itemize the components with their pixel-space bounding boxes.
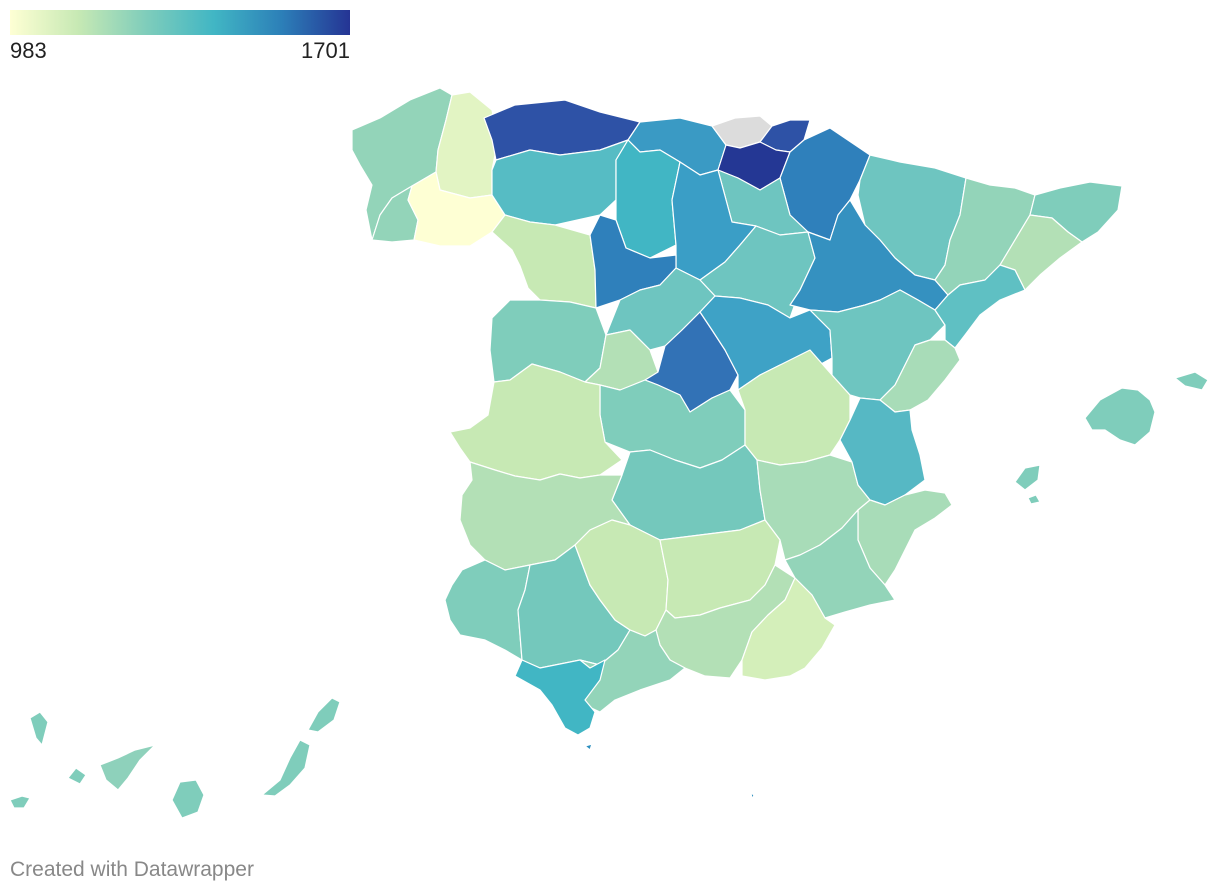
legend-max-label: 1701 xyxy=(301,38,350,63)
legend-labels: 983 1701 xyxy=(10,35,350,63)
province-canarias-el-hierro[interactable] xyxy=(9,795,31,809)
province-canarias-tenerife[interactable] xyxy=(99,744,156,791)
province-valencia[interactable] xyxy=(839,397,926,506)
province-almeria[interactable] xyxy=(741,577,836,681)
province-canarias-la-gomera[interactable] xyxy=(67,767,87,785)
province-canarias-gran-canaria[interactable] xyxy=(171,779,205,819)
province-baleares-menorca[interactable] xyxy=(1174,371,1209,391)
province-palencia[interactable] xyxy=(615,139,681,259)
province-leon[interactable] xyxy=(491,139,629,226)
color-legend: 983 1701 xyxy=(10,10,350,63)
legend-min-label: 983 xyxy=(10,38,47,63)
legend-gradient-bar xyxy=(10,10,350,35)
province-baleares-ibiza[interactable] xyxy=(1014,464,1041,491)
province-melilla[interactable] xyxy=(750,792,755,800)
province-canarias-lanzarote[interactable] xyxy=(307,697,341,733)
datawrapper-credit: Created with Datawrapper xyxy=(10,858,254,881)
province-toledo[interactable] xyxy=(599,379,746,469)
province-baleares-mallorca[interactable] xyxy=(1084,387,1156,446)
province-huelva[interactable] xyxy=(444,559,531,661)
province-ceuta[interactable] xyxy=(584,743,593,751)
province-canarias-fuerteventura[interactable] xyxy=(261,739,311,797)
province-barcelona[interactable] xyxy=(999,214,1083,291)
province-cadiz[interactable] xyxy=(514,659,606,736)
province-baleares-formentera[interactable] xyxy=(1027,494,1041,505)
province-tarragona[interactable] xyxy=(934,264,1026,349)
province-canarias-la-palma[interactable] xyxy=(29,711,49,746)
province-zamora[interactable] xyxy=(491,214,597,309)
